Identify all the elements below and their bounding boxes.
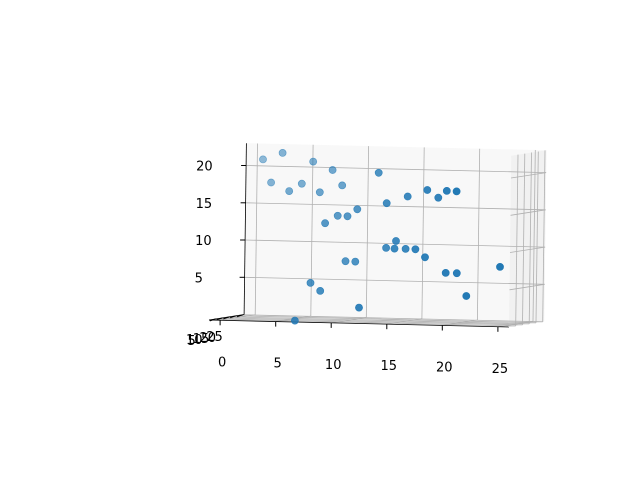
y-tick-mark [209,318,216,322]
scatter-point [462,292,471,300]
scatter-point [353,205,362,214]
z-tick-label: 15 [196,197,213,212]
scatter-point [341,257,350,266]
scatter-point [496,262,504,271]
y-tick-mark [236,314,243,318]
z-tick-label: 5 [195,271,203,286]
y-gridline [235,315,537,324]
z-tick-label: 10 [195,234,212,249]
y-tick-label: 5 [188,334,196,349]
scatter-point [321,219,329,228]
y-tick-label: 20 [199,331,216,346]
z-gridline [244,276,545,285]
scatter-point [278,148,287,157]
y-tick-mark [216,317,223,321]
x-gridline [254,143,258,315]
scatter-point [441,268,450,277]
scatter-point [401,244,410,253]
scatter-point [316,286,325,295]
z-gridline [510,209,546,216]
scatter-point [355,303,363,312]
x-gridline [421,147,425,319]
scatter-point [392,237,400,245]
y-tick-mark [223,316,230,320]
scatter-point [421,253,429,262]
y-tick-label: 10 [186,333,203,348]
scatter-point [382,199,391,208]
y-tick-label: 15 [193,332,210,347]
y-gridline [229,316,530,325]
scatter-point [267,178,275,187]
z-gridline [510,172,547,179]
x-tick-label: 10 [325,358,342,373]
y-gridline [522,153,526,325]
scatter-point [351,257,360,266]
y-gridline [535,151,539,323]
y-gridline [215,318,516,327]
x-gridline [532,149,536,322]
side-pane [509,150,547,327]
scatter-point [442,186,451,195]
y-gridline [515,154,519,327]
scatter-point [315,188,324,197]
scatter-point [309,157,318,166]
z-gridline [509,283,545,291]
scatter-point [452,187,461,196]
scatter-point [452,269,461,278]
y-tick-mark [229,315,237,319]
x-tick-label: 25 [492,362,509,377]
x-tick-label: 0 [218,355,226,370]
chart-axes [208,143,510,332]
scatter-point [333,211,342,220]
y-gridline [528,152,532,324]
z-axis-line [243,143,247,315]
x-gridline [365,146,369,318]
scatter-point [390,244,399,253]
scatter-point [285,187,294,195]
y-tick-label: 25 [206,330,223,345]
scatter-point [423,186,432,194]
z-gridline [245,202,546,211]
x-tick-label: 15 [381,359,398,374]
x-tick-label: 20 [436,361,453,376]
scatter-point [434,193,443,202]
chart-panes [209,143,547,327]
x-tick-label: 5 [274,357,282,372]
scatter-point [374,168,383,177]
scatter-point [338,181,347,190]
y-gridline [542,150,546,322]
scatter-point [411,245,420,254]
scatter-point [290,316,299,325]
scatter-point [343,212,352,221]
z-gridline [509,246,546,253]
scatter-point [259,155,267,164]
y-gridline [222,317,523,326]
x-gridline [477,148,481,321]
scatter-point [297,179,306,188]
scatter-point [403,192,412,201]
y-gridline [242,314,543,323]
z-gridline [246,165,547,173]
scatter-point [328,166,337,174]
x-axis-line [208,319,510,328]
chart-points [259,148,504,325]
back-pane [244,143,547,322]
z-tick-label: 20 [196,160,213,175]
scatter-point [382,243,390,252]
x-gridline [310,144,314,317]
scatter-point [306,278,315,287]
